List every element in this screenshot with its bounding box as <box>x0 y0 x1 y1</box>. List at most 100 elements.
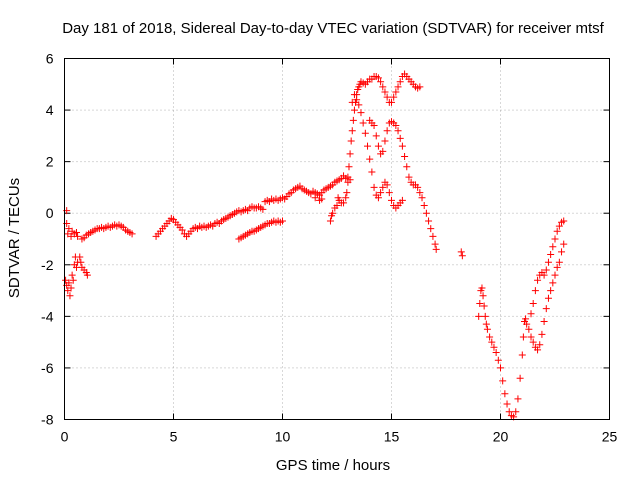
y-axis-label: SDTVAR / TECUs <box>6 178 23 298</box>
chart-title: Day 181 of 2018, Sidereal Day-to-day VTE… <box>62 20 604 37</box>
x-tick-label: 20 <box>493 429 509 445</box>
data-point <box>383 93 391 101</box>
data-point <box>534 276 542 284</box>
y-tick-label: -2 <box>41 257 54 273</box>
data-point <box>370 122 378 130</box>
data-point <box>366 155 374 163</box>
data-point <box>77 258 85 266</box>
data-point <box>377 189 385 197</box>
data-point <box>560 217 568 225</box>
data-point <box>416 189 424 197</box>
data-point <box>476 299 484 307</box>
data-point <box>534 346 542 354</box>
data-point <box>372 132 380 140</box>
data-point <box>65 279 73 287</box>
y-tick-label: -4 <box>41 308 54 324</box>
data-point <box>279 217 286 225</box>
data-point <box>76 253 84 261</box>
data-point <box>531 287 539 295</box>
data-point <box>479 292 487 300</box>
data-point <box>527 310 535 318</box>
data-point <box>390 93 398 101</box>
data-point <box>178 226 186 234</box>
data-point <box>374 142 382 150</box>
data-point <box>560 240 568 248</box>
data-point <box>536 341 544 349</box>
data-point <box>377 78 385 86</box>
data-point <box>547 250 555 258</box>
data-point <box>355 101 363 109</box>
x-tick-label: 5 <box>170 429 178 445</box>
data-point <box>357 109 365 117</box>
data-point <box>518 351 526 359</box>
x-tick-label: 0 <box>61 429 69 445</box>
data-point <box>522 315 530 323</box>
data-point <box>420 201 428 209</box>
data-point <box>128 230 136 238</box>
data-point <box>481 312 489 320</box>
data-point <box>540 318 548 326</box>
x-axis-label: GPS time / hours <box>276 457 390 474</box>
data-point <box>374 74 382 82</box>
data-point <box>547 287 555 295</box>
data-point <box>345 163 353 171</box>
data-point <box>396 78 404 86</box>
data-point <box>483 325 491 333</box>
data-point <box>499 377 507 385</box>
data-point <box>401 152 409 160</box>
data-point <box>394 83 402 91</box>
data-point <box>414 183 422 191</box>
data-point <box>422 209 430 217</box>
data-point <box>486 333 494 341</box>
data-point <box>525 325 533 333</box>
data-point <box>344 173 352 181</box>
data-point <box>551 235 559 243</box>
data-point <box>66 292 74 300</box>
data-point <box>549 279 557 287</box>
data-point <box>512 408 520 416</box>
data-point <box>318 195 326 203</box>
x-tick-label: 10 <box>275 429 291 445</box>
data-point <box>359 119 367 127</box>
data-point <box>538 330 546 338</box>
data-point <box>544 258 552 266</box>
data-point <box>398 142 406 150</box>
data-point <box>350 106 358 114</box>
data-point <box>374 194 382 202</box>
data-point <box>348 98 356 106</box>
data-point <box>529 299 537 307</box>
data-point <box>480 302 488 310</box>
plot-frame <box>64 58 610 420</box>
data-point <box>553 263 561 271</box>
data-point <box>478 284 486 292</box>
data-point <box>396 134 404 142</box>
data-point <box>72 229 80 237</box>
data-point <box>388 196 395 204</box>
data-point <box>558 248 566 256</box>
x-axis: 0 5 10 15 20 25 <box>61 58 617 445</box>
data-point <box>503 400 511 408</box>
data-point <box>551 271 559 279</box>
data-point <box>311 194 319 202</box>
y-tick-label: 2 <box>46 154 54 170</box>
data-point <box>431 240 439 248</box>
data-point <box>425 217 433 225</box>
data-point <box>516 374 524 382</box>
data-point <box>326 217 334 225</box>
data-point <box>482 320 490 328</box>
data-point <box>381 88 389 96</box>
data-point <box>540 271 548 279</box>
data-point <box>488 338 496 346</box>
data-point <box>368 168 376 176</box>
x-tick-label: 15 <box>384 429 400 445</box>
data-point <box>340 199 348 207</box>
data-point <box>259 205 267 213</box>
data-point <box>350 91 358 99</box>
data-point <box>549 243 557 251</box>
data-point <box>392 88 400 96</box>
y-tick-label: -8 <box>41 412 54 428</box>
data-point <box>432 245 440 253</box>
data-point <box>379 83 387 91</box>
data-point <box>342 194 350 202</box>
